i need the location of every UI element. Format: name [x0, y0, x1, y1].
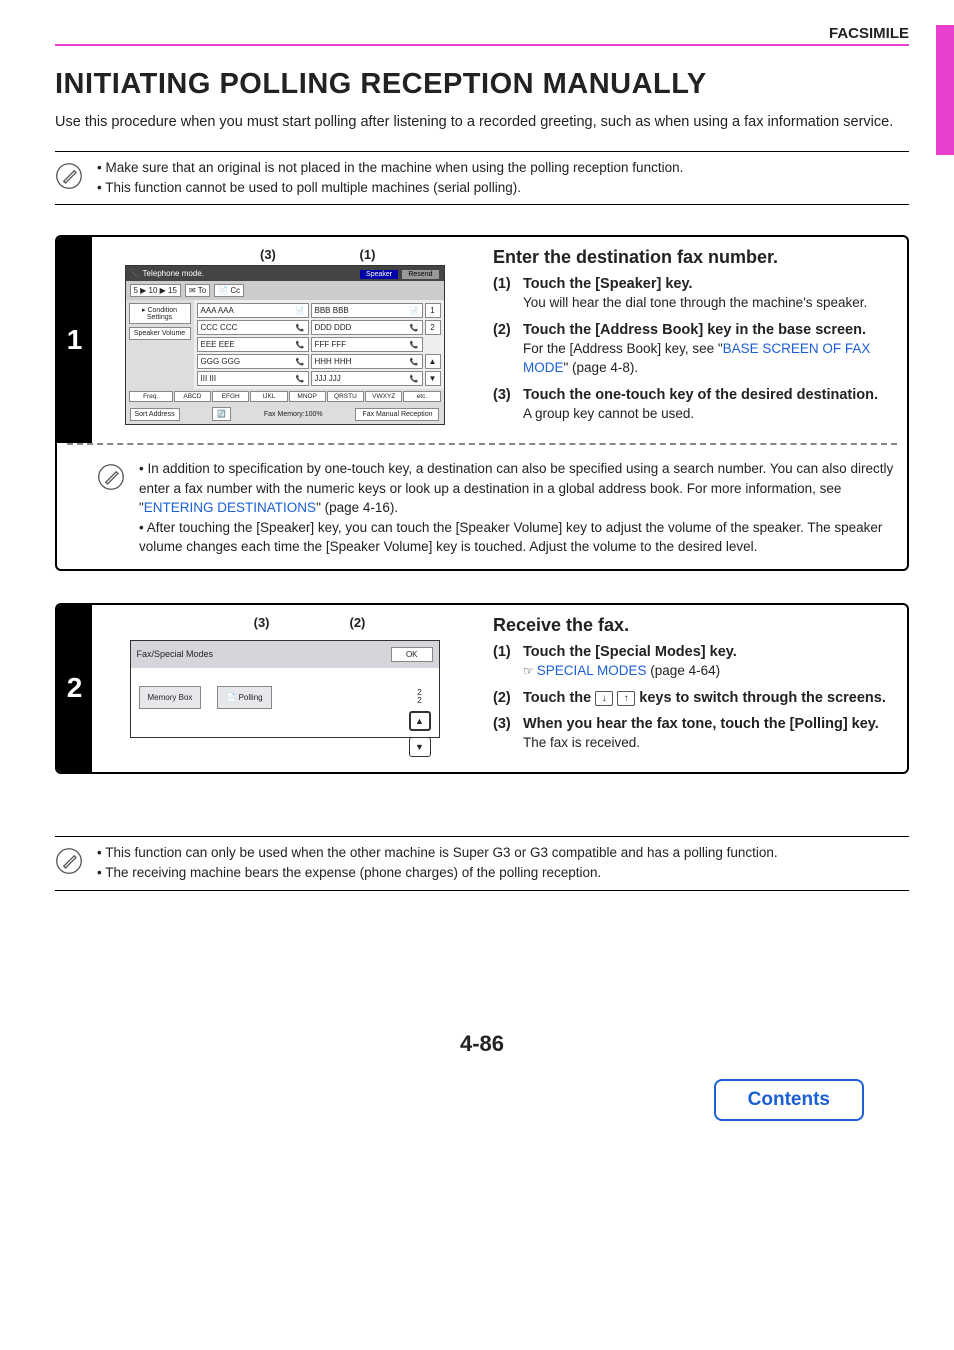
step-2-number: 2	[57, 605, 92, 772]
index-tab[interactable]: Freq.	[129, 391, 173, 402]
screen-title: 📞 Telephone mode.	[131, 269, 204, 278]
step-1-box: 1 (3) (1) 📞 Telephone mode. Speaker Rese…	[55, 235, 909, 571]
contact-key[interactable]: GGG GGG📞	[197, 354, 309, 369]
note-icon	[97, 463, 125, 491]
sort-address-button[interactable]: Sort Address	[130, 408, 180, 421]
contact-key[interactable]: BBB BBB📄	[311, 303, 423, 318]
header-category: FACSIMILE	[829, 25, 909, 42]
note-item: In addition to specification by one-touc…	[139, 459, 895, 518]
top-notes-list: Make sure that an original is not placed…	[97, 158, 683, 199]
up-arrow-icon: ↑	[617, 691, 635, 706]
top-note-item: Make sure that an original is not placed…	[97, 158, 683, 178]
substep: (1)Touch the [Speaker] key. You will hea…	[493, 276, 895, 312]
page-down-button[interactable]: ▼	[409, 737, 431, 757]
index-tab[interactable]: ABCD	[174, 391, 211, 402]
index-tab[interactable]: QRSTU	[327, 391, 364, 402]
bottom-note-item: This function can only be used when the …	[97, 843, 778, 863]
note-item: After touching the [Speaker] key, you ca…	[139, 518, 895, 557]
callout-label: (1)	[360, 247, 376, 262]
special-modes-screen-mock: Fax/Special Modes OK Memory Box 📄 Pollin…	[130, 640, 440, 738]
screen2-title: Fax/Special Modes	[137, 649, 214, 659]
top-note-box: Make sure that an original is not placed…	[55, 151, 909, 206]
section-color-tab	[936, 25, 954, 155]
substep: (3)When you hear the fax tone, touch the…	[493, 716, 895, 752]
cc-chip[interactable]: 📄 Cc	[214, 284, 244, 297]
speaker-button[interactable]: Speaker	[360, 270, 398, 279]
page-up-button[interactable]: ▲	[409, 711, 431, 731]
callout-label: (3)	[254, 615, 270, 630]
contact-key[interactable]: CCC CCC📞	[197, 320, 309, 335]
bottom-notes-list: This function can only be used when the …	[97, 843, 778, 884]
bottom-note-item: The receiving machine bears the expense …	[97, 863, 778, 883]
condition-settings-button[interactable]: ▸ Condition Settings	[129, 303, 191, 324]
step-2-box: 2 (3) (2) Fax/Special Modes OK Memory Bo…	[55, 603, 909, 774]
speaker-volume-button[interactable]: Speaker Volume	[129, 327, 191, 340]
page-fraction: 22	[417, 689, 421, 705]
substep: (1)Touch the [Special Modes] key. ☞SPECI…	[493, 644, 895, 680]
step-1-extra-notes: In addition to specification by one-touc…	[57, 445, 907, 569]
range-chip: 5 ▶ 10 ▶ 15	[130, 284, 181, 297]
contact-key[interactable]: III III📞	[197, 371, 309, 386]
index-tab[interactable]: EFGH	[212, 391, 249, 402]
header-section: FACSIMILE	[55, 25, 909, 46]
index-tab[interactable]: IJKL	[250, 391, 287, 402]
pointer-icon: ☞	[523, 664, 534, 678]
index-tab[interactable]: VWXYZ	[365, 391, 402, 402]
scroll-up-button[interactable]: ▲	[425, 354, 441, 369]
callout-label: (3)	[260, 247, 276, 262]
contact-key[interactable]: DDD DDD📞	[311, 320, 423, 335]
step-1-screen-area: (3) (1) 📞 Telephone mode. Speaker Resend…	[92, 237, 477, 443]
step-2-screen-area: (3) (2) Fax/Special Modes OK Memory Box …	[92, 605, 477, 772]
substep: (2)Touch the ↓ ↑ keys to switch through …	[493, 690, 895, 706]
scroll-down-button[interactable]: ▼	[425, 371, 441, 386]
page-indicator: 2	[425, 320, 441, 335]
step-1-number: 1	[57, 237, 92, 443]
note-icon	[55, 162, 83, 190]
special-modes-link[interactable]: SPECIAL MODES	[537, 663, 647, 678]
intro-text: Use this procedure when you must start p…	[55, 113, 909, 133]
fax-memory-label: Fax Memory:100%	[264, 411, 323, 418]
entering-destinations-link[interactable]: ENTERING DESTINATIONS	[144, 500, 316, 515]
bottom-note-box: This function can only be used when the …	[55, 836, 909, 891]
fax-manual-reception-button[interactable]: Fax Manual Reception	[355, 408, 439, 421]
refresh-button[interactable]: 🔄	[212, 407, 231, 421]
callout-label: (2)	[350, 615, 366, 630]
step-1-heading: Enter the destination fax number.	[493, 247, 895, 268]
resend-button[interactable]: Resend	[402, 270, 438, 279]
index-tab[interactable]: etc.	[403, 391, 440, 402]
page-title: INITIATING POLLING RECEPTION MANUALLY	[55, 68, 909, 101]
memory-box-button[interactable]: Memory Box	[139, 686, 202, 709]
down-arrow-icon: ↓	[595, 691, 613, 706]
contact-key[interactable]: FFF FFF📞	[311, 337, 423, 352]
substep: (3)Touch the one-touch key of the desire…	[493, 387, 895, 423]
contents-button[interactable]: Contents	[714, 1079, 864, 1121]
index-tab[interactable]: MNOP	[289, 391, 326, 402]
polling-button[interactable]: 📄 Polling	[217, 686, 271, 709]
substep: (2)Touch the [Address Book] key in the b…	[493, 322, 895, 376]
contact-key[interactable]: AAA AAA📄	[197, 303, 309, 318]
ok-button[interactable]: OK	[391, 647, 433, 662]
top-note-item: This function cannot be used to poll mul…	[97, 178, 683, 198]
address-book-screen-mock: 📞 Telephone mode. Speaker Resend 5 ▶ 10 …	[125, 265, 445, 425]
contact-key[interactable]: JJJ JJJ📞	[311, 371, 423, 386]
to-chip[interactable]: ✉ To	[185, 284, 210, 297]
page-indicator: 1	[425, 303, 441, 318]
page-number: 4-86	[55, 1031, 909, 1057]
note-icon	[55, 847, 83, 875]
contact-key[interactable]: HHH HHH📞	[311, 354, 423, 369]
contact-key[interactable]: EEE EEE📞	[197, 337, 309, 352]
step-2-heading: Receive the fax.	[493, 615, 895, 636]
